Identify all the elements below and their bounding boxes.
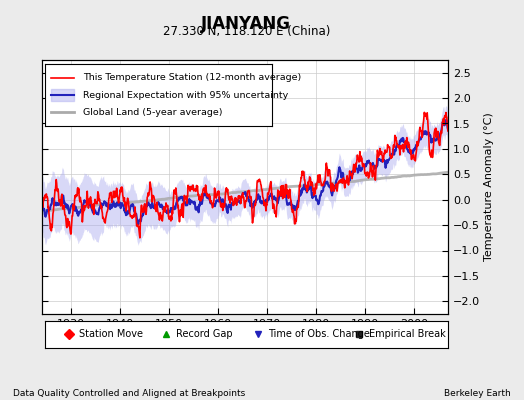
Text: Station Move: Station Move bbox=[79, 330, 143, 339]
Text: Global Land (5-year average): Global Land (5-year average) bbox=[83, 108, 223, 117]
Y-axis label: Temperature Anomaly (°C): Temperature Anomaly (°C) bbox=[484, 113, 494, 261]
Text: Time of Obs. Change: Time of Obs. Change bbox=[268, 330, 370, 339]
Text: Data Quality Controlled and Aligned at Breakpoints: Data Quality Controlled and Aligned at B… bbox=[13, 389, 245, 398]
Text: Record Gap: Record Gap bbox=[176, 330, 232, 339]
Text: Berkeley Earth: Berkeley Earth bbox=[444, 389, 511, 398]
Text: Regional Expectation with 95% uncertainty: Regional Expectation with 95% uncertaint… bbox=[83, 90, 289, 100]
Text: JIANYANG: JIANYANG bbox=[201, 15, 291, 33]
Text: Empirical Break: Empirical Break bbox=[369, 330, 446, 339]
Text: 27.330 N, 118.120 E (China): 27.330 N, 118.120 E (China) bbox=[162, 25, 330, 38]
Text: This Temperature Station (12-month average): This Temperature Station (12-month avera… bbox=[83, 73, 301, 82]
